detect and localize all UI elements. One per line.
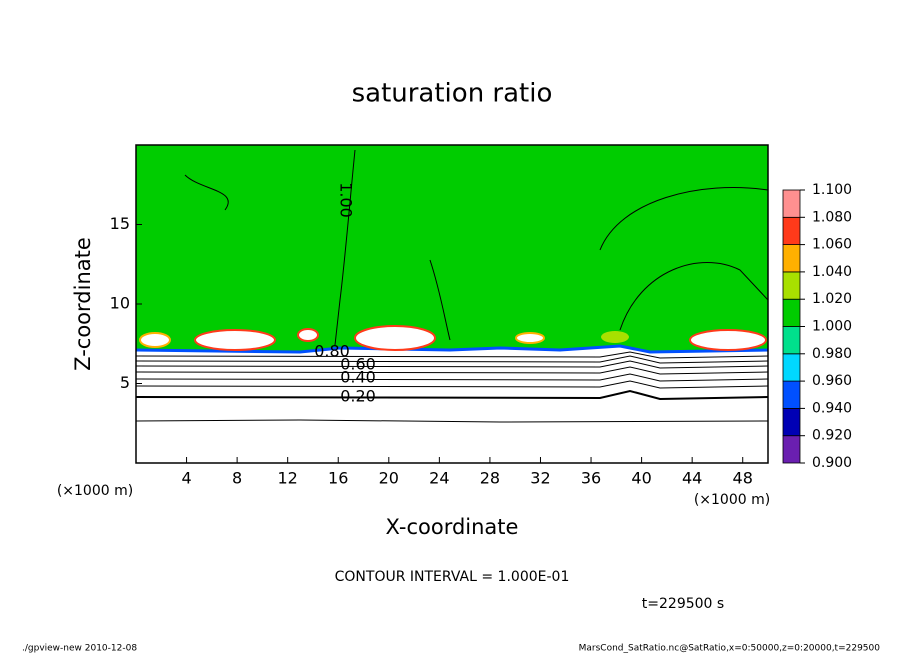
x-tick-label: 36: [581, 469, 601, 488]
x-axis-label: X-coordinate: [386, 515, 519, 539]
chart-title: saturation ratio: [352, 79, 553, 109]
x-tick-label: 4: [181, 469, 191, 488]
x-tick-label: 48: [733, 469, 753, 488]
contour-label: 0.20: [340, 387, 376, 406]
y-tick-label: 15: [110, 214, 130, 233]
colorbar-label: 0.980: [812, 346, 852, 362]
x-tick-label: 20: [379, 469, 399, 488]
colorbar-label: 1.040: [812, 264, 852, 280]
colorbar-bin: [782, 271, 801, 300]
colorbar-bin: [782, 189, 801, 218]
cloud: [689, 329, 767, 351]
x-tick-label: 28: [480, 469, 500, 488]
contour-interval: CONTOUR INTERVAL = 1.000E-01: [335, 569, 570, 585]
cloud: [139, 332, 171, 348]
contour-label: 0.40: [340, 368, 376, 387]
colorbar-label: 1.000: [812, 319, 852, 335]
contours: [135, 149, 769, 423]
footer-left: ./gpview-new 2010-12-08: [22, 644, 137, 654]
cloud: [297, 328, 319, 342]
colorbar-label: 1.080: [812, 209, 852, 225]
x-unit: (×1000 m): [694, 492, 770, 508]
colorbar-bin: [782, 216, 801, 246]
colorbar-bin: [782, 380, 801, 409]
colorbar-label: 0.900: [812, 455, 852, 471]
colorbar-label: 0.960: [812, 373, 852, 389]
x-tick-label: 16: [328, 469, 348, 488]
field-edge: [135, 344, 769, 354]
colorbar-bin: [782, 244, 801, 273]
colorbar-bin: [782, 407, 801, 437]
cloud: [515, 332, 545, 344]
patch: [601, 331, 629, 343]
colorbar-bin: [782, 298, 801, 327]
x-tick-label: 40: [631, 469, 651, 488]
y-axis-label: Z-coordinate: [71, 237, 95, 371]
colorbar-label: 1.020: [812, 291, 852, 307]
field-white: [136, 346, 768, 463]
colorbar-bin: [782, 353, 801, 382]
y-tick-label: 5: [120, 373, 130, 392]
colorbar-label: 1.100: [812, 182, 852, 198]
footer-right: MarsCond_SatRatio.nc@SatRatio,x=0:50000,…: [579, 644, 881, 654]
x-tick-label: 24: [429, 469, 449, 488]
contour-label: 1.00: [337, 182, 356, 218]
time-note: t=229500 s: [642, 596, 724, 612]
colorbar-bin: [782, 435, 801, 464]
cloud: [354, 325, 436, 351]
x-unit: (×1000 m): [57, 483, 133, 499]
x-tick-label: 12: [278, 469, 298, 488]
cloud: [194, 329, 276, 351]
x-tick-label: 44: [682, 469, 702, 488]
colorbar-label: 0.940: [812, 400, 852, 416]
x-tick-label: 8: [232, 469, 242, 488]
colorbar-bin: [782, 326, 801, 355]
contour-label: 0.60: [340, 355, 376, 374]
x-tick-label: 32: [530, 469, 550, 488]
colorbar-label: 0.920: [812, 428, 852, 444]
y-tick-label: 10: [110, 294, 130, 313]
colorbar-label: 1.060: [812, 237, 852, 253]
contour-label: 0.80: [314, 342, 350, 361]
field: [135, 145, 769, 463]
